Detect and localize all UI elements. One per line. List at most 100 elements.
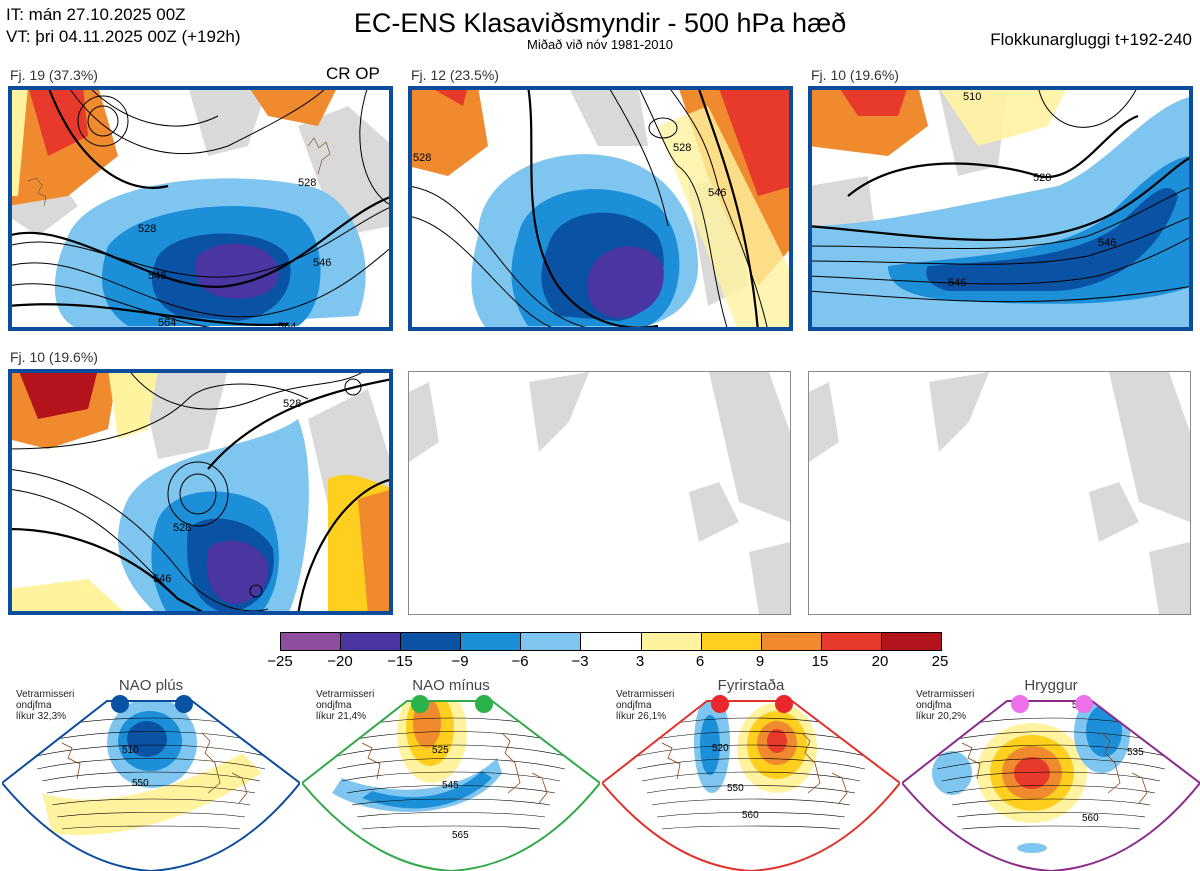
colorbar-tick-label: 9 — [755, 653, 765, 670]
regime-marker — [711, 695, 729, 713]
contour-label: 528 — [138, 223, 156, 235]
regime-panel: NAO plús Vetrarmisseri ondjfma líkur 32,… — [2, 673, 300, 871]
regime-note: Vetrarmisseri ondjfma líkur 21,4% — [316, 689, 374, 722]
regime-panel: Hryggur Vetrarmisseri ondjfma líkur 20,2… — [902, 673, 1200, 871]
panel-2-label: Fj. 12 (23.5%) — [411, 67, 499, 83]
page-title: EC-ENS Klasaviðsmyndir - 500 hPa hæð — [353, 8, 847, 38]
panel-4-label: Fj. 10 (19.6%) — [10, 349, 98, 365]
page-subtitle: Miðað við nóv 1981-2010 — [527, 37, 673, 52]
contour-label: 560 — [1082, 813, 1099, 824]
contour-label: 564 — [278, 321, 296, 331]
regime-marker — [111, 695, 129, 713]
regime-probability: líkur 21,4% — [316, 711, 367, 722]
colorbar-swatch — [521, 633, 582, 650]
regime-name: Hryggur — [1024, 677, 1078, 694]
colorbar-tick-label: 6 — [695, 653, 705, 670]
cluster-map-2: 528 528 546 — [408, 86, 793, 331]
contour-label: 546 — [948, 277, 966, 289]
regime-marker — [1011, 695, 1029, 713]
regime-note: Vetrarmisseri ondjfma líkur 32,3% — [16, 689, 74, 722]
cluster-map-1: 528 546 564 528 546 564 — [8, 86, 393, 331]
colorbar-swatch — [281, 633, 342, 650]
contour-label: 545 — [442, 780, 459, 791]
regime-name: Fyrirstaða — [717, 677, 785, 694]
colorbar-swatch — [461, 633, 522, 650]
regime-season: Vetrarmisseri — [616, 689, 675, 700]
regime-months: ondjfma — [616, 700, 652, 711]
header-left: IT: mán 27.10.2025 00Z VT: þri 04.11.202… — [6, 4, 241, 48]
regime-probability: líkur 20,2% — [916, 711, 967, 722]
contour-label: 546 — [313, 257, 331, 269]
regime-name: NAO plús — [118, 677, 184, 694]
colorbar-tick-label: −15 — [387, 653, 413, 670]
contour-label: 528 — [298, 177, 316, 189]
colorbar-swatch — [581, 633, 642, 650]
colorbar-tick-label: 25 — [931, 653, 949, 670]
contour-label: 546 — [1098, 237, 1116, 249]
regime-note: Vetrarmisseri ondjfma líkur 26,1% — [616, 689, 674, 722]
contour-label: 560 — [742, 810, 759, 821]
cluster-window: Flokkunargluggi t+192-240 — [990, 30, 1192, 49]
colorbar-tick-label: −9 — [451, 653, 469, 670]
colorbar-tick-label: −3 — [571, 653, 589, 670]
colorbar-tick-label: 20 — [871, 653, 889, 670]
regime-season: Vetrarmisseri — [316, 689, 375, 700]
regime-season: Vetrarmisseri — [916, 689, 975, 700]
panel-1-label: Fj. 19 (37.3%) — [10, 67, 98, 83]
colorbar: −25 −20 −15 −9 −6 −3 3 6 9 15 20 25 — [267, 632, 948, 671]
colorbar-tick-label: 15 — [811, 653, 829, 670]
regime-months: ondjfma — [16, 700, 52, 711]
panel-3-label: Fj. 10 (19.6%) — [811, 67, 899, 83]
contour-label: 510 — [963, 91, 981, 103]
contour-label: 510 — [122, 745, 139, 756]
regime-panel: Fyrirstaða Vetrarmisseri ondjfma líkur 2… — [602, 673, 900, 871]
regime-marker — [475, 695, 493, 713]
regime-note: Vetrarmisseri ondjfma líkur 20,2% — [916, 689, 974, 722]
colorbar-swatch — [401, 633, 462, 650]
colorbar-swatch — [701, 633, 762, 650]
contour-label: 550 — [727, 783, 744, 794]
contour-label: 528 — [1033, 172, 1051, 184]
contour-label: 546 — [148, 270, 166, 282]
contour-label: 564 — [158, 317, 176, 329]
contour-label: 525 — [432, 745, 449, 756]
contour-label: 528 — [673, 142, 691, 154]
regime-months: ondjfma — [316, 700, 352, 711]
colorbar-tick-label: −6 — [511, 653, 529, 670]
colorbar-swatches — [280, 632, 942, 651]
regime-marker — [175, 695, 193, 713]
colorbar-swatch — [341, 633, 402, 650]
panel-1-badge: CR OP — [326, 64, 380, 83]
empty-map-6 — [808, 371, 1191, 615]
colorbar-swatch — [821, 633, 882, 650]
colorbar-tick-label: −25 — [267, 653, 293, 670]
regime-probability: líkur 26,1% — [616, 711, 667, 722]
colorbar-swatch — [761, 633, 822, 650]
regime-season: Vetrarmisseri — [16, 689, 75, 700]
regime-map: 505535560 — [902, 695, 1200, 871]
regime-months: ondjfma — [916, 700, 952, 711]
contour-label: 528 — [283, 398, 301, 410]
contour-label: 546 — [708, 187, 726, 199]
contour-label: 528 — [413, 152, 431, 164]
cluster-map-3: 510 528 546 546 — [808, 86, 1193, 331]
regime-map: 510 550 — [2, 695, 300, 871]
regime-name: NAO mínus — [412, 677, 490, 694]
regime-probability: líkur 32,3% — [16, 711, 67, 722]
regime-marker — [1075, 695, 1093, 713]
contour-label: 535 — [1127, 747, 1144, 758]
contour-label: 550 — [132, 778, 149, 789]
regime-map: 520 550 560 — [602, 695, 900, 871]
contour-label: 565 — [452, 830, 469, 841]
contour-label: 546 — [153, 573, 171, 585]
regime-map: 525 545 565 — [302, 695, 600, 871]
initial-time: IT: mán 27.10.2025 00Z — [6, 5, 186, 24]
empty-map-5 — [408, 371, 791, 615]
cluster-map-4: 528 528 546 — [8, 369, 393, 615]
colorbar-tick-label: −20 — [327, 653, 353, 670]
header-center: EC-ENS Klasaviðsmyndir - 500 hPa hæð Mið… — [0, 8, 1200, 52]
regime-marker — [411, 695, 429, 713]
colorbar-swatch — [641, 633, 702, 650]
contour-label: 520 — [712, 743, 729, 754]
colorbar-tick-label: 3 — [635, 653, 645, 670]
